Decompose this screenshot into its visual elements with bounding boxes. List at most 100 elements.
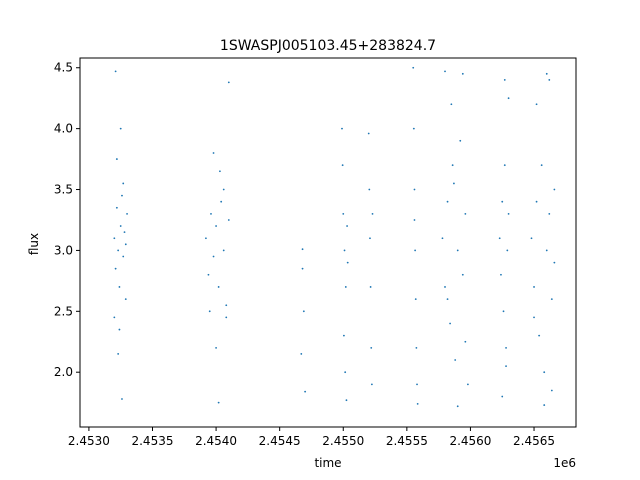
data-point xyxy=(215,225,217,227)
data-point xyxy=(502,310,505,313)
data-point xyxy=(212,255,215,258)
data-point xyxy=(114,267,117,270)
data-point xyxy=(500,273,502,276)
data-point xyxy=(548,212,551,215)
data-point xyxy=(461,273,464,276)
data-point xyxy=(208,310,211,313)
x-tick-label: 2.4540 xyxy=(195,434,237,448)
data-point xyxy=(124,298,127,301)
data-point xyxy=(222,249,225,252)
x-tick-label: 2.4530 xyxy=(68,434,110,448)
data-point xyxy=(225,304,228,307)
data-point xyxy=(367,132,370,135)
plot-frame xyxy=(79,57,577,428)
data-point xyxy=(222,188,225,191)
data-point xyxy=(416,402,419,405)
data-point xyxy=(119,127,122,130)
data-point xyxy=(459,139,462,142)
data-point xyxy=(464,340,467,343)
data-point xyxy=(118,328,121,331)
data-point xyxy=(346,261,349,264)
data-point xyxy=(371,212,374,215)
data-point xyxy=(341,127,343,130)
data-point xyxy=(507,97,510,100)
data-point xyxy=(342,212,345,215)
x-tick-label: 2.4555 xyxy=(386,434,428,448)
data-point xyxy=(543,404,546,406)
data-point xyxy=(454,359,457,361)
data-point xyxy=(118,286,121,288)
data-point xyxy=(344,371,347,374)
data-point xyxy=(215,346,217,349)
data-point xyxy=(503,164,506,167)
y-tick-label: 3.5 xyxy=(54,183,73,197)
data-point xyxy=(505,346,507,349)
data-point xyxy=(219,170,221,173)
y-tick-label: 2.0 xyxy=(54,365,73,379)
data-point xyxy=(115,206,118,209)
data-point xyxy=(506,249,509,252)
data-point xyxy=(456,249,459,252)
data-point xyxy=(343,249,346,252)
y-tick-label: 4.5 xyxy=(54,61,73,75)
x-tick-label: 2.4565 xyxy=(513,434,555,448)
data-point xyxy=(467,383,469,386)
scatter-points xyxy=(113,66,556,408)
x-tick-label: 2.4560 xyxy=(449,434,491,448)
data-point xyxy=(450,103,453,106)
data-point xyxy=(413,188,416,191)
data-point xyxy=(205,237,207,240)
data-point xyxy=(456,405,459,408)
data-point xyxy=(507,212,510,215)
chart-title: 1SWASPJ005103.45+283824.7 xyxy=(220,38,436,54)
data-point xyxy=(346,225,348,227)
data-point xyxy=(441,237,444,240)
data-point xyxy=(553,188,556,191)
data-point xyxy=(550,298,553,301)
data-point xyxy=(553,261,556,264)
y-tick-label: 3.0 xyxy=(54,243,73,257)
data-point xyxy=(227,81,230,84)
data-point xyxy=(113,237,116,240)
data-point xyxy=(225,316,228,319)
data-point xyxy=(227,219,230,221)
data-point xyxy=(124,243,127,246)
y-tick-label: 2.5 xyxy=(54,304,73,318)
data-point xyxy=(370,346,373,349)
data-point xyxy=(533,316,535,319)
data-point xyxy=(300,353,303,355)
data-point xyxy=(444,286,446,288)
data-point xyxy=(369,237,371,240)
data-point xyxy=(461,72,464,75)
data-point xyxy=(416,383,418,386)
data-point xyxy=(414,249,417,252)
data-point xyxy=(210,212,212,215)
data-point xyxy=(341,164,344,167)
data-point xyxy=(548,79,551,81)
data-point xyxy=(538,334,541,337)
data-point xyxy=(370,383,373,386)
data-point xyxy=(533,286,535,288)
data-point xyxy=(121,194,123,197)
y-tick-label: 4.0 xyxy=(54,122,73,136)
data-point xyxy=(343,334,345,337)
data-point xyxy=(412,66,415,69)
data-point xyxy=(449,322,451,325)
data-point xyxy=(368,188,371,191)
data-point xyxy=(119,225,122,227)
x-axis-offset-label: 1e6 xyxy=(553,456,576,470)
data-point xyxy=(117,353,120,355)
data-point xyxy=(530,237,533,240)
data-point xyxy=(369,286,372,288)
data-point xyxy=(304,390,307,393)
axis-ticks: 2.4530 2.4535 2.4540 2.4545 2.4550 2.4555 2.45… xyxy=(54,61,555,448)
data-point xyxy=(505,365,507,368)
data-point xyxy=(412,127,415,130)
data-point xyxy=(501,395,504,398)
data-point xyxy=(114,70,117,73)
data-point xyxy=(413,219,416,221)
data-point xyxy=(126,212,128,215)
data-point xyxy=(212,152,215,154)
